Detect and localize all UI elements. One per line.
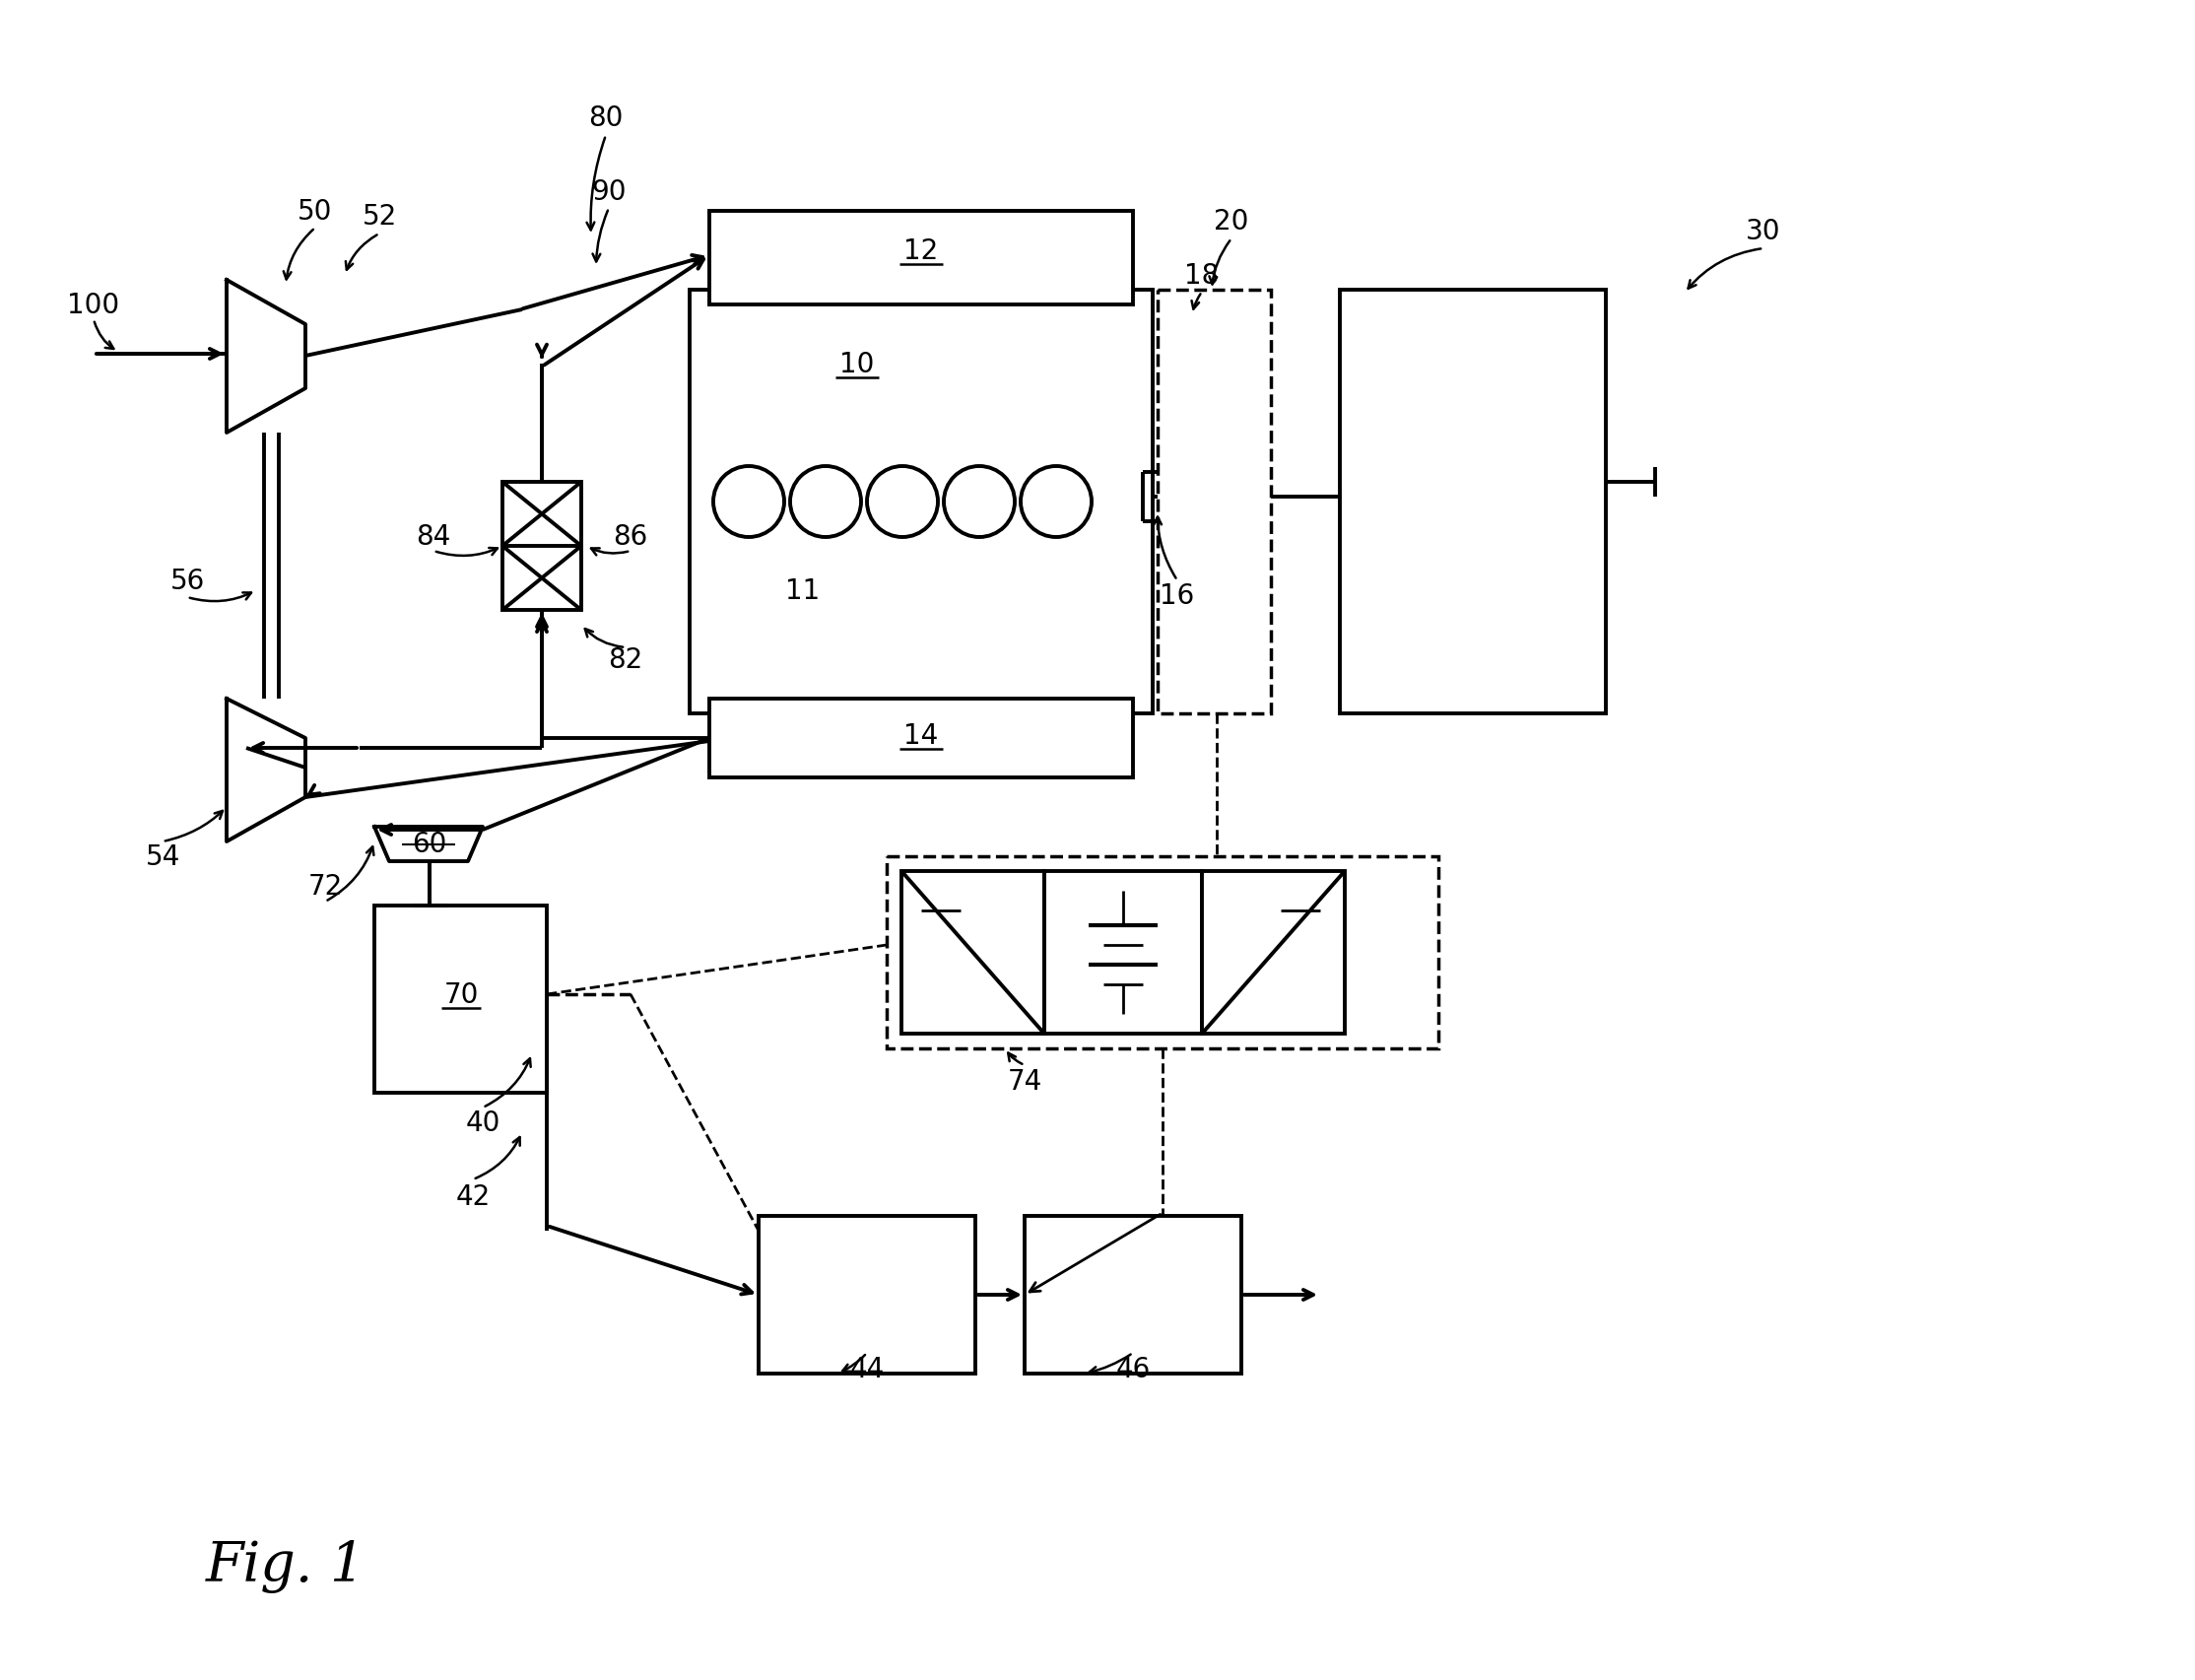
Bar [1203,872,1346,1033]
Bar [689,291,1152,714]
Text: 40: 40 [465,1109,500,1136]
Text: 14: 14 [904,722,939,749]
Text: 86: 86 [612,522,648,551]
Bar [1157,291,1271,714]
Text: 12: 12 [904,237,939,265]
Text: 16: 16 [1159,581,1194,610]
Bar [1339,291,1607,714]
Text: 80: 80 [588,104,623,133]
Text: Fig. 1: Fig. 1 [206,1539,367,1593]
Text: 18: 18 [1185,262,1218,289]
Text: 20: 20 [1214,208,1249,235]
Text: 74: 74 [1008,1067,1043,1095]
Bar [709,699,1133,778]
Polygon shape [226,281,305,433]
Text: 11: 11 [786,576,821,605]
Text: 90: 90 [590,178,626,207]
Bar [902,872,1045,1033]
Polygon shape [375,827,483,862]
Bar [375,906,547,1094]
Text: 82: 82 [608,647,643,674]
Text: 42: 42 [457,1183,489,1210]
Text: 70: 70 [443,981,479,1008]
Text: 100: 100 [68,292,121,319]
Text: 84: 84 [417,522,450,551]
Bar [503,482,582,610]
Text: 72: 72 [307,872,342,900]
Text: 30: 30 [1745,218,1780,245]
Bar [759,1216,975,1374]
Text: 46: 46 [1115,1356,1150,1383]
Text: 56: 56 [169,568,204,595]
Text: 60: 60 [413,830,448,858]
Polygon shape [226,699,305,842]
Text: 52: 52 [362,203,397,230]
Text: 10: 10 [841,351,874,378]
Bar [709,212,1133,306]
Bar [1025,1216,1242,1374]
Bar [1045,872,1203,1033]
Text: 44: 44 [849,1356,885,1383]
Text: 54: 54 [145,843,180,870]
Bar [887,857,1438,1048]
Text: 50: 50 [299,198,334,225]
